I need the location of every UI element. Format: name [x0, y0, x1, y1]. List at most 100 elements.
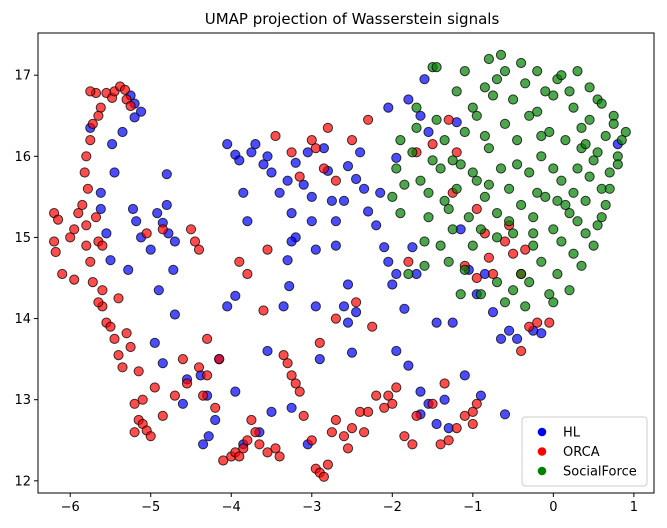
point-socialforce-16	[463, 212, 474, 223]
point-socialforce-2	[407, 147, 418, 158]
point-socialforce-109	[471, 175, 482, 186]
point-socialforce-23	[491, 208, 503, 219]
point-socialforce-125	[576, 122, 587, 134]
point-orca-68	[234, 451, 245, 462]
point-orca-148	[157, 224, 168, 235]
point-socialforce-35	[540, 191, 551, 202]
point-orca-112	[467, 406, 478, 417]
point-hl-117	[504, 325, 515, 336]
x-tick-label: 0	[549, 500, 557, 515]
point-hl-41	[222, 301, 233, 312]
point-socialforce-18	[471, 110, 482, 121]
point-socialforce-93	[584, 82, 595, 93]
point-socialforce-70	[548, 297, 559, 308]
point-hl-124	[499, 409, 511, 420]
point-orca-6	[65, 232, 76, 243]
point-orca-9	[81, 220, 92, 231]
point-orca-136	[520, 244, 531, 255]
point-socialforce-80	[600, 199, 611, 211]
point-socialforce-131	[584, 171, 595, 182]
point-orca-111	[459, 410, 470, 421]
point-socialforce-51	[604, 167, 615, 178]
series-orca	[49, 81, 555, 482]
point-socialforce-62	[491, 277, 503, 288]
point-orca-141	[544, 317, 555, 328]
point-socialforce-100	[536, 130, 547, 142]
point-socialforce-84	[479, 82, 490, 93]
point-orca-12	[87, 277, 98, 288]
x-tick-label: −2	[383, 500, 402, 515]
point-socialforce-89	[548, 90, 559, 101]
x-tick-label: −1	[463, 500, 482, 515]
point-orca-32	[125, 100, 136, 112]
point-socialforce-13	[451, 183, 462, 194]
point-socialforce-24	[495, 163, 507, 174]
point-hl-38	[238, 187, 249, 198]
point-hl-73	[330, 216, 341, 227]
point-socialforce-90	[556, 70, 567, 81]
point-orca-121	[306, 135, 317, 146]
point-hl-79	[346, 347, 358, 358]
point-hl-116	[495, 333, 507, 344]
point-socialforce-45	[580, 195, 591, 206]
point-orca-71	[246, 414, 257, 426]
point-hl-52	[290, 157, 301, 168]
point-orca-98	[363, 406, 374, 417]
point-hl-45	[250, 139, 261, 150]
point-hl-56	[306, 216, 317, 227]
point-orca-49	[157, 410, 168, 421]
point-hl-121	[431, 317, 442, 328]
point-socialforce-21	[483, 143, 494, 154]
point-orca-84	[294, 386, 305, 397]
x-tick-label: −5	[141, 500, 160, 515]
point-orca-149	[403, 256, 414, 267]
point-socialforce-132	[455, 289, 466, 300]
point-orca-131	[487, 268, 499, 280]
point-socialforce-110	[504, 216, 515, 227]
point-socialforce-22	[487, 90, 499, 101]
point-socialforce-10	[439, 135, 450, 146]
point-orca-91	[326, 427, 337, 438]
point-orca-140	[532, 317, 543, 328]
point-socialforce-105	[431, 62, 442, 73]
point-orca-82	[286, 370, 297, 381]
point-hl-84	[359, 183, 370, 194]
point-hl-46	[258, 159, 269, 170]
point-orca-35	[105, 321, 116, 332]
point-socialforce-129	[528, 228, 539, 239]
point-orca-2	[49, 236, 60, 247]
point-hl-105	[419, 74, 430, 85]
y-axis: 12 13 14 15 16 17	[14, 69, 38, 489]
point-hl-49	[274, 187, 285, 198]
point-hl-90	[387, 279, 398, 290]
point-socialforce-92	[572, 66, 583, 77]
point-hl-69	[314, 354, 325, 365]
x-tick-label: −6	[61, 500, 80, 515]
point-hl-74	[330, 240, 341, 251]
point-hl-75	[342, 279, 354, 290]
point-hl-28	[149, 337, 160, 348]
y-tick-label: 16	[14, 150, 31, 165]
point-hl-34	[210, 414, 221, 426]
point-orca-151	[270, 130, 281, 142]
point-orca-41	[133, 366, 144, 377]
point-orca-89	[318, 471, 329, 482]
point-orca-120	[294, 171, 305, 182]
point-socialforce-107	[395, 135, 406, 146]
point-hl-66	[286, 402, 297, 413]
point-orca-55	[177, 354, 188, 365]
point-hl-8	[123, 264, 134, 275]
point-socialforce-66	[524, 277, 535, 288]
point-hl-78	[351, 307, 362, 318]
point-socialforce-78	[588, 240, 599, 251]
point-orca-15	[90, 212, 102, 223]
point-socialforce-114	[467, 240, 478, 251]
point-socialforce-55	[620, 126, 631, 138]
point-hl-50	[282, 175, 293, 186]
point-socialforce-31	[524, 167, 535, 178]
point-hl-101	[439, 394, 450, 405]
point-socialforce-71	[552, 268, 563, 280]
point-hl-23	[169, 236, 180, 247]
point-socialforce-61	[475, 289, 486, 300]
point-socialforce-113	[596, 212, 607, 223]
